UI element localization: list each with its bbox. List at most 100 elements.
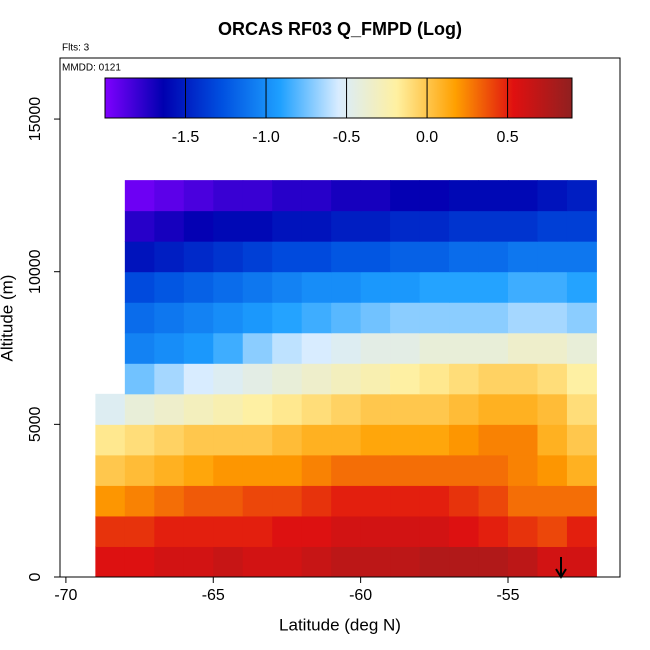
heat-cell	[154, 241, 185, 273]
heat-cell	[537, 515, 568, 547]
heat-cell	[419, 180, 450, 212]
heat-cell	[390, 515, 421, 547]
heat-cell	[566, 363, 597, 395]
heat-cell	[508, 210, 538, 242]
heat-cell	[124, 180, 155, 212]
x-tick-label: -60	[349, 587, 372, 604]
heat-cell	[478, 241, 509, 273]
heat-cell	[242, 515, 273, 547]
heat-cell	[213, 363, 244, 395]
heat-cell	[360, 271, 391, 303]
heat-cell	[478, 485, 509, 517]
heat-cell	[272, 332, 303, 364]
heat-cell	[360, 454, 391, 486]
heat-cell	[360, 180, 391, 212]
heat-cell	[449, 241, 480, 273]
heat-cell	[242, 363, 273, 395]
heat-cell	[419, 515, 450, 547]
heat-cell	[124, 271, 155, 303]
heat-cell	[390, 393, 421, 425]
heat-cell	[183, 271, 214, 303]
heat-cell	[331, 546, 362, 578]
heat-cell	[183, 332, 214, 364]
heat-cell	[419, 424, 450, 456]
heat-cell	[360, 393, 391, 425]
heat-cell	[508, 485, 538, 517]
heat-cell	[390, 180, 421, 212]
heat-cell	[419, 210, 450, 242]
heat-cell	[449, 515, 480, 547]
heat-cell	[154, 515, 185, 547]
heat-cell	[95, 424, 126, 456]
arrow	[555, 557, 567, 579]
heat-cell	[124, 363, 155, 395]
heat-cell	[213, 210, 244, 242]
heat-cell	[154, 180, 185, 212]
heat-cell	[449, 210, 480, 242]
heat-cell	[331, 302, 362, 334]
heat-cell	[301, 393, 332, 425]
heat-cell	[124, 515, 155, 547]
heat-cell	[449, 454, 480, 486]
heat-cell	[478, 210, 509, 242]
heat-cell	[213, 332, 244, 364]
colorbar-tick-label: 0.5	[496, 129, 518, 146]
heat-cell	[154, 485, 185, 517]
heat-cell	[301, 271, 332, 303]
heat-cell	[272, 546, 303, 578]
heat-cell	[95, 393, 126, 425]
y-tick-label: 10000	[27, 249, 44, 294]
heat-cell	[508, 454, 538, 486]
heat-cell	[566, 332, 597, 364]
heat-cell	[390, 332, 421, 364]
colorbar-tick-label: -1.0	[252, 129, 280, 146]
heat-cell	[301, 302, 332, 334]
heat-cell	[213, 393, 244, 425]
heat-cell	[390, 424, 421, 456]
heat-cell	[537, 241, 568, 273]
heat-cell	[478, 393, 509, 425]
colorbar-tick-label: 0.0	[416, 129, 438, 146]
heat-cell	[124, 485, 155, 517]
heat-cell	[213, 515, 244, 547]
heat-cell	[213, 546, 244, 578]
heat-cell	[360, 485, 391, 517]
heat-cell	[272, 302, 303, 334]
heat-cell	[360, 241, 391, 273]
heat-cell	[566, 393, 597, 425]
heat-cell	[213, 485, 244, 517]
heat-cell	[508, 241, 538, 273]
chart-title: ORCAS RF03 Q_FMPD (Log)	[218, 19, 462, 39]
heat-cell	[272, 363, 303, 395]
heat-cell	[331, 241, 362, 273]
heat-cell	[566, 546, 597, 578]
heat-cell	[419, 454, 450, 486]
heat-cell	[419, 393, 450, 425]
heat-cell	[154, 363, 185, 395]
heat-cell	[331, 210, 362, 242]
annotation: Flts: 3	[62, 43, 90, 54]
heat-cell	[213, 271, 244, 303]
heat-cell	[183, 302, 214, 334]
heat-cell	[566, 241, 597, 273]
y-tick-label: 15000	[27, 97, 44, 142]
x-tick-label: -65	[202, 587, 225, 604]
heat-cell	[331, 180, 362, 212]
heat-cell	[272, 393, 303, 425]
heat-cell	[124, 210, 155, 242]
heat-cell	[419, 546, 450, 578]
heat-cell	[478, 363, 509, 395]
heat-cell	[183, 485, 214, 517]
heat-cell	[124, 332, 155, 364]
heat-cell	[537, 454, 568, 486]
heat-cell	[154, 210, 185, 242]
heat-cell	[242, 485, 273, 517]
heat-cell	[272, 515, 303, 547]
heat-cell	[242, 393, 273, 425]
heat-cell	[242, 424, 273, 456]
heat-cell	[242, 454, 273, 486]
heat-cell	[537, 302, 568, 334]
heat-cell	[566, 271, 597, 303]
heat-cell	[183, 363, 214, 395]
